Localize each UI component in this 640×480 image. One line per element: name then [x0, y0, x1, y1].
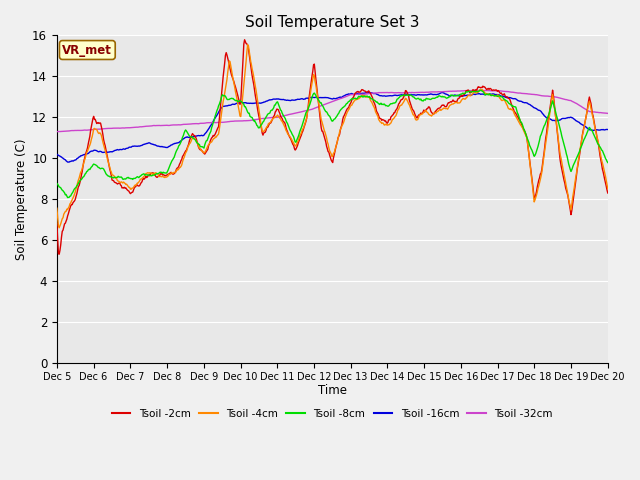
Title: Soil Temperature Set 3: Soil Temperature Set 3 — [245, 15, 420, 30]
Text: VR_met: VR_met — [62, 44, 112, 57]
X-axis label: Time: Time — [318, 384, 347, 397]
Y-axis label: Soil Temperature (C): Soil Temperature (C) — [15, 138, 28, 260]
Legend: Tsoil -2cm, Tsoil -4cm, Tsoil -8cm, Tsoil -16cm, Tsoil -32cm: Tsoil -2cm, Tsoil -4cm, Tsoil -8cm, Tsoi… — [108, 405, 557, 423]
